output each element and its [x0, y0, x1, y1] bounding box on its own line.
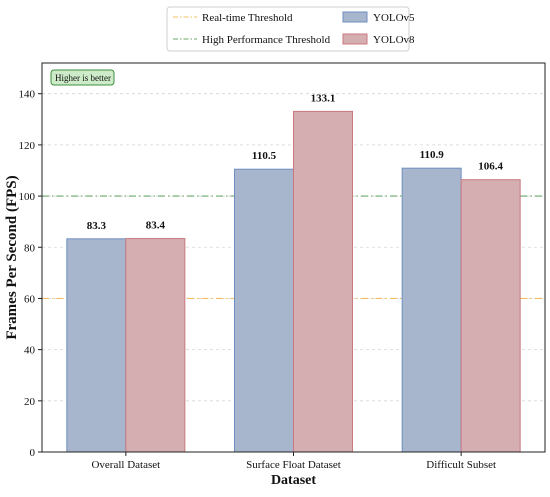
bar	[125, 238, 186, 453]
y-axis: 0 20 40 60 80 100 120 140	[19, 89, 42, 459]
legend-items: Real-time Threshold High Performance Thre…	[173, 11, 415, 46]
x-tick-label: Difficult Subset	[426, 459, 496, 471]
y-tick-label: 20	[24, 396, 36, 408]
legend: Real-time Threshold High Performance Thre…	[166, 6, 415, 52]
bar	[234, 168, 294, 453]
bar	[293, 110, 353, 453]
data-label: 106.4	[478, 161, 503, 173]
data-label: 83.3	[87, 220, 107, 232]
x-tick-label: Surface Float Dataset	[246, 459, 341, 471]
y-axis-title: Frames Per Second (FPS)	[4, 175, 20, 339]
legend-label: YOLOv8	[373, 34, 415, 46]
x-tick-label: Overall Dataset	[91, 459, 160, 471]
data-labels: 83.3 83.4 110.5 133.1 110.9 106.4	[87, 92, 504, 231]
y-tick-label: 140	[19, 89, 36, 101]
y-tick-label: 0	[30, 447, 36, 459]
note-box	[50, 69, 115, 86]
bars	[66, 110, 521, 453]
data-label: 110.9	[420, 149, 445, 161]
legend-swatch-bar	[342, 11, 368, 23]
higher-is-better-note: Higher is better	[50, 69, 115, 86]
data-label: 83.4	[146, 220, 166, 232]
x-axis: Overall Dataset Surface Float Dataset Diff…	[91, 452, 496, 471]
x-axis-title: Dataset	[271, 473, 316, 488]
legend-label: Real-time Threshold	[202, 12, 293, 24]
data-label: 110.5	[252, 150, 277, 162]
y-tick-label: 40	[24, 345, 36, 357]
bar	[401, 167, 462, 453]
data-label: 133.1	[311, 92, 336, 104]
y-tick-label: 120	[19, 140, 36, 152]
y-tick-label: 60	[24, 293, 36, 305]
bar	[66, 238, 127, 453]
legend-label: YOLOv5	[373, 12, 415, 24]
legend-label: High Performance Threshold	[202, 34, 331, 46]
legend-swatch-bar	[342, 33, 368, 45]
y-tick-label: 100	[19, 191, 36, 203]
y-tick-label: 80	[24, 242, 36, 254]
bar	[460, 179, 521, 453]
note-text: Higher is better	[55, 73, 111, 83]
